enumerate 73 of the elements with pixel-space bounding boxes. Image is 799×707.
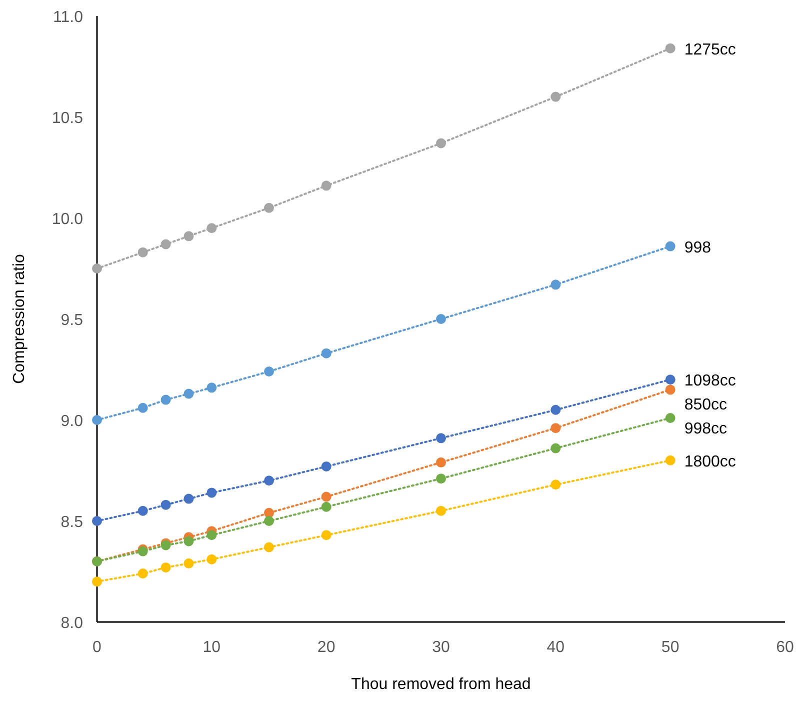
point (184, 231, 194, 242)
y-tick-label: 10.5 (52, 110, 84, 127)
point (264, 476, 274, 486)
x-tick-label: 20 (317, 639, 336, 656)
point (184, 388, 194, 399)
point (92, 516, 102, 526)
point (206, 488, 217, 498)
point (321, 180, 332, 191)
y-tick-label: 10.0 (52, 211, 84, 228)
point (264, 202, 274, 213)
point (206, 223, 217, 234)
x-axis-title: Thou removed from head (351, 676, 531, 693)
x-tick-label: 0 (92, 639, 102, 656)
y-tick-label: 8.0 (60, 615, 84, 632)
point (92, 576, 102, 587)
x-tick-label: 40 (546, 639, 565, 656)
point (436, 474, 446, 484)
series-label: 850cc (684, 396, 728, 414)
point (550, 92, 561, 102)
point (665, 384, 676, 395)
point (138, 506, 148, 516)
y-tick-label: 11.0 (53, 9, 84, 26)
point (138, 402, 148, 413)
series-label: 1275cc (684, 41, 736, 58)
point (436, 433, 446, 444)
point (184, 536, 194, 546)
point (550, 280, 561, 290)
point (550, 443, 561, 454)
point (138, 568, 148, 579)
point (665, 412, 676, 423)
point (550, 404, 561, 415)
x-tick-label: 10 (202, 639, 221, 656)
point (160, 239, 171, 250)
x-tick-label: 50 (661, 639, 680, 656)
y-tick-label: 9.5 (60, 312, 84, 329)
point (436, 314, 446, 324)
point (264, 516, 274, 526)
point (160, 394, 171, 405)
x-tick-label: 30 (432, 639, 450, 656)
point (92, 415, 102, 425)
point (321, 530, 332, 540)
series-label: 1800cc (684, 453, 736, 470)
point (665, 43, 676, 54)
point (206, 530, 217, 540)
point (321, 502, 332, 512)
series-label: 998 (684, 239, 712, 256)
point (321, 461, 332, 472)
series-label: 998cc (684, 420, 728, 438)
point (160, 500, 171, 510)
point (665, 241, 676, 252)
point (206, 554, 217, 564)
point (550, 423, 561, 434)
point (665, 455, 676, 466)
point (160, 562, 171, 572)
point (321, 348, 332, 358)
point (321, 492, 332, 502)
point (138, 247, 148, 258)
y-tick-label: 9.0 (60, 413, 84, 430)
point (436, 138, 446, 148)
y-tick-label: 8.5 (60, 514, 84, 531)
series-label: 1098cc (684, 372, 736, 390)
point (184, 558, 194, 568)
point (436, 457, 446, 468)
y-axis-title: Compression ratio (11, 254, 28, 384)
point (264, 542, 274, 552)
point (665, 374, 676, 385)
x-tick-label: 60 (776, 639, 794, 656)
point (184, 494, 194, 504)
point (264, 366, 274, 377)
point (92, 264, 102, 274)
point (436, 506, 446, 516)
point (206, 382, 217, 393)
point (550, 480, 561, 490)
